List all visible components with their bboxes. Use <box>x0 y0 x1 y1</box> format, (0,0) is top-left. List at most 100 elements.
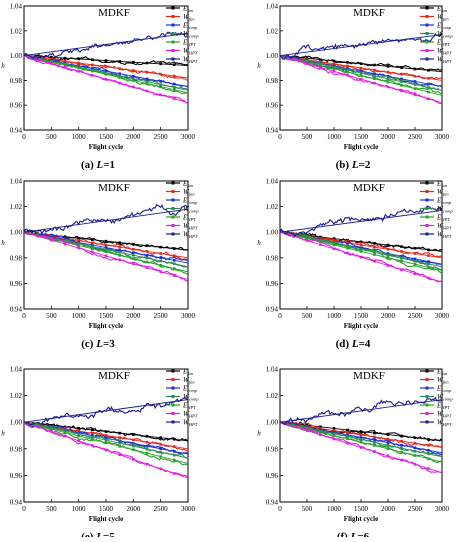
x-tick-label: 0 <box>278 133 282 141</box>
series-marker-E_HPT <box>413 262 417 266</box>
series-marker-E_fan <box>413 246 417 250</box>
series-marker-W_comp <box>132 253 135 257</box>
series-marker-W_fan <box>413 252 417 255</box>
legend-marker <box>171 207 175 210</box>
series-marker-E_HPT <box>91 438 94 441</box>
series-marker-W_fan <box>319 237 322 240</box>
series-marker-W_HPT <box>386 454 390 458</box>
series-marker-W_HPT <box>77 70 80 73</box>
series-marker-W_fan <box>145 250 149 253</box>
legend-marker <box>425 190 429 193</box>
legend-marker <box>425 32 429 35</box>
series-marker-W_HPT <box>305 239 309 242</box>
y-tick-label: 1.00 <box>10 229 23 237</box>
series-marker-W_HPT <box>36 234 39 238</box>
series-marker-E_fan <box>413 436 417 440</box>
legend-marker <box>171 6 175 10</box>
series-marker-E_fan <box>118 241 121 244</box>
series-marker-E_HPT <box>373 77 376 81</box>
series-marker-W_fan <box>386 437 390 441</box>
x-tick-label: 0 <box>22 505 26 513</box>
legend-label: WHPT <box>437 56 452 65</box>
x-axis-label: Flight cycle <box>89 322 123 330</box>
legend-marker <box>171 215 175 219</box>
panel-label: (f) L=6 <box>337 531 370 537</box>
series-marker-W_comp <box>332 65 336 69</box>
series-trend-W_HPT_blue <box>280 34 442 57</box>
x-tick-label: 0 <box>278 312 282 320</box>
series-marker-E_fan <box>386 243 390 247</box>
legend-label: Wcomp <box>437 30 453 39</box>
series-marker-E_HPT <box>332 434 336 437</box>
series-marker-E_fan <box>77 427 80 430</box>
plot-area <box>24 397 188 479</box>
series-marker-W_HPT <box>91 250 94 254</box>
legend-marker <box>171 181 175 185</box>
series-marker-W_comp <box>145 80 149 83</box>
series-marker-E_fan <box>77 57 80 61</box>
series-marker-W_fan <box>332 239 336 243</box>
series-marker-W_HPT <box>159 467 162 471</box>
series-marker-E_comp <box>400 254 403 258</box>
legend-label: WHPT <box>437 419 452 428</box>
legend-label: Wfan <box>183 13 195 22</box>
legend-label: WHPT <box>183 410 198 419</box>
series-marker-E_fan <box>173 63 176 66</box>
series-marker-E_HPT <box>118 444 121 448</box>
series-marker-W_HPT <box>104 254 108 258</box>
series-marker-E_HPT <box>427 266 430 269</box>
series-marker-E_fan <box>145 434 149 438</box>
y-tick-label: 1.04 <box>266 3 279 11</box>
legend-marker <box>171 57 175 61</box>
series-marker-W_HPT <box>77 439 80 443</box>
legend-marker <box>171 224 175 227</box>
series-marker-W_comp <box>91 245 94 248</box>
legend-marker <box>425 181 429 185</box>
series-marker-W_HPT <box>359 446 363 449</box>
series-estimate-W_HPT_blue <box>24 204 188 235</box>
legend-marker <box>171 198 175 202</box>
series-marker-E_fan <box>373 242 376 245</box>
legend-label: Ecomp <box>182 197 198 206</box>
legend-label: WHPT <box>437 410 452 419</box>
series-marker-W_fan <box>400 72 403 76</box>
y-axis-label: h <box>1 239 5 247</box>
series-marker-E_comp <box>159 80 162 83</box>
series-marker-W_HPT <box>413 463 417 466</box>
series-marker-W_fan <box>91 431 94 435</box>
y-tick-label: 0.98 <box>10 77 23 85</box>
legend-marker <box>171 412 175 415</box>
series-marker-W_HPT <box>373 450 376 453</box>
series-trend-W_HPT_blue <box>280 399 442 423</box>
x-tick-label: 2000 <box>381 312 396 320</box>
series-marker-W_fan <box>104 434 108 437</box>
y-tick-label: 0.94 <box>266 306 279 314</box>
series-marker-E_fan <box>132 242 135 246</box>
y-axis-label: h <box>257 62 261 70</box>
series-marker-W_HPT <box>373 260 376 263</box>
series-marker-W_HPT <box>36 58 39 61</box>
y-tick-label: 0.98 <box>266 254 279 262</box>
y-tick-label: 1.00 <box>266 52 279 60</box>
series-marker-E_fan <box>145 61 149 65</box>
legend-label: Wcomp <box>437 393 453 402</box>
series-marker-E_fan <box>132 433 135 436</box>
series-marker-W_HPT <box>145 266 149 270</box>
series-marker-E_comp <box>346 433 349 437</box>
series-marker-E_fan <box>332 427 336 430</box>
y-tick-label: 1.02 <box>266 203 279 211</box>
legend-marker <box>425 420 429 424</box>
series-marker-W_HPT <box>104 448 108 452</box>
series-marker-W_HPT <box>346 251 349 255</box>
x-tick-label: 500 <box>46 505 57 513</box>
series-marker-W_fan <box>132 247 135 251</box>
series-marker-E_HPT <box>91 69 94 73</box>
series-marker-E_fan <box>63 425 67 429</box>
series-marker-E_comp <box>132 442 135 445</box>
series-marker-E_fan <box>346 61 349 64</box>
panel-label: (d) L=4 <box>336 338 371 350</box>
legend-marker <box>171 420 175 424</box>
series-marker-E_comp <box>413 80 417 83</box>
series-marker-E_fan <box>50 424 53 427</box>
